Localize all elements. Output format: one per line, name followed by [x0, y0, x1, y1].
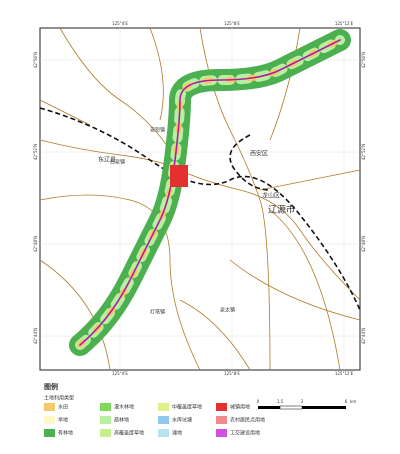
scale-label: 1.5: [277, 399, 284, 404]
place-label: 泉太镇: [220, 307, 235, 314]
place-label: 灯塔镇: [150, 309, 165, 316]
coordinate-labels: 125°4'E 125°4'E 125°8'E 125°8'E 125°12'E 125°…: [33, 21, 366, 376]
legend-swatch: [216, 416, 227, 424]
legend-swatch: [158, 403, 169, 411]
legend-label: 水库坑塘: [172, 417, 192, 424]
latitude-label: 42°52'N: [33, 144, 38, 160]
scale-bar: 0 1.5 3 6 km: [257, 399, 356, 410]
legend-swatch: [44, 416, 55, 424]
legend-swatch: [216, 403, 227, 411]
scale-label: 3: [301, 399, 304, 404]
longitude-label: 125°8'E: [224, 371, 240, 376]
legend-swatch: [100, 416, 111, 424]
legend-label: 灌木林地: [114, 404, 134, 411]
longitude-label: 125°8'E: [224, 21, 240, 26]
legend-swatch: [44, 429, 55, 437]
place-label: 东辽县: [98, 156, 116, 164]
latitude-label: 42°48'N: [33, 236, 38, 252]
legend-label: 滩地: [172, 430, 182, 437]
legend-swatch: [100, 403, 111, 411]
legend-subtitle: 土地利用类型: [44, 395, 74, 402]
legend-label: 工交建设用地: [230, 430, 260, 437]
place-label: 西安区: [250, 150, 268, 158]
legend-label: 有林地: [58, 430, 73, 437]
latitude-label: 42°44'N: [361, 328, 366, 344]
longitude-label: 125°12'E: [335, 21, 354, 26]
legend-title: 图例: [44, 382, 58, 391]
longitude-label: 125°12'E: [335, 371, 354, 376]
land-use-corridor: [69, 29, 351, 356]
scale-label: 0: [257, 399, 260, 404]
legend-label: 农村居民点用地: [230, 417, 265, 424]
legend-swatch: [100, 429, 111, 437]
legend-label: 中覆盖度草地: [172, 404, 202, 411]
latitude-label: 42°44'N: [33, 328, 38, 344]
railway: [39, 107, 361, 311]
latitude-label: 42°56'N: [361, 52, 366, 68]
legend-swatch: [44, 403, 55, 411]
legend-label: 水田: [58, 404, 68, 411]
legend-label: 旱地: [58, 417, 68, 424]
place-label: 龙山区: [262, 192, 280, 200]
place-label: 白泉镇: [110, 159, 125, 166]
legend-label: 城镇用地: [230, 404, 250, 411]
latitude-label: 42°48'N: [361, 236, 366, 252]
longitude-label: 125°4'E: [112, 21, 128, 26]
latitude-label: 42°56'N: [33, 52, 38, 68]
longitude-label: 125°4'E: [112, 371, 128, 376]
scale-label: 6: [345, 399, 348, 404]
legend-label: 高覆盖度草地: [114, 430, 144, 437]
legend-swatch: [216, 429, 227, 437]
legend-swatch: [158, 429, 169, 437]
place-label: 辽源市: [268, 204, 295, 216]
scale-unit: km: [350, 399, 356, 404]
latitude-label: 42°52'N: [361, 144, 366, 160]
legend-label: 疏林地: [114, 417, 129, 424]
legend-swatch: [158, 416, 169, 424]
place-label: 安恕镇: [150, 127, 165, 134]
